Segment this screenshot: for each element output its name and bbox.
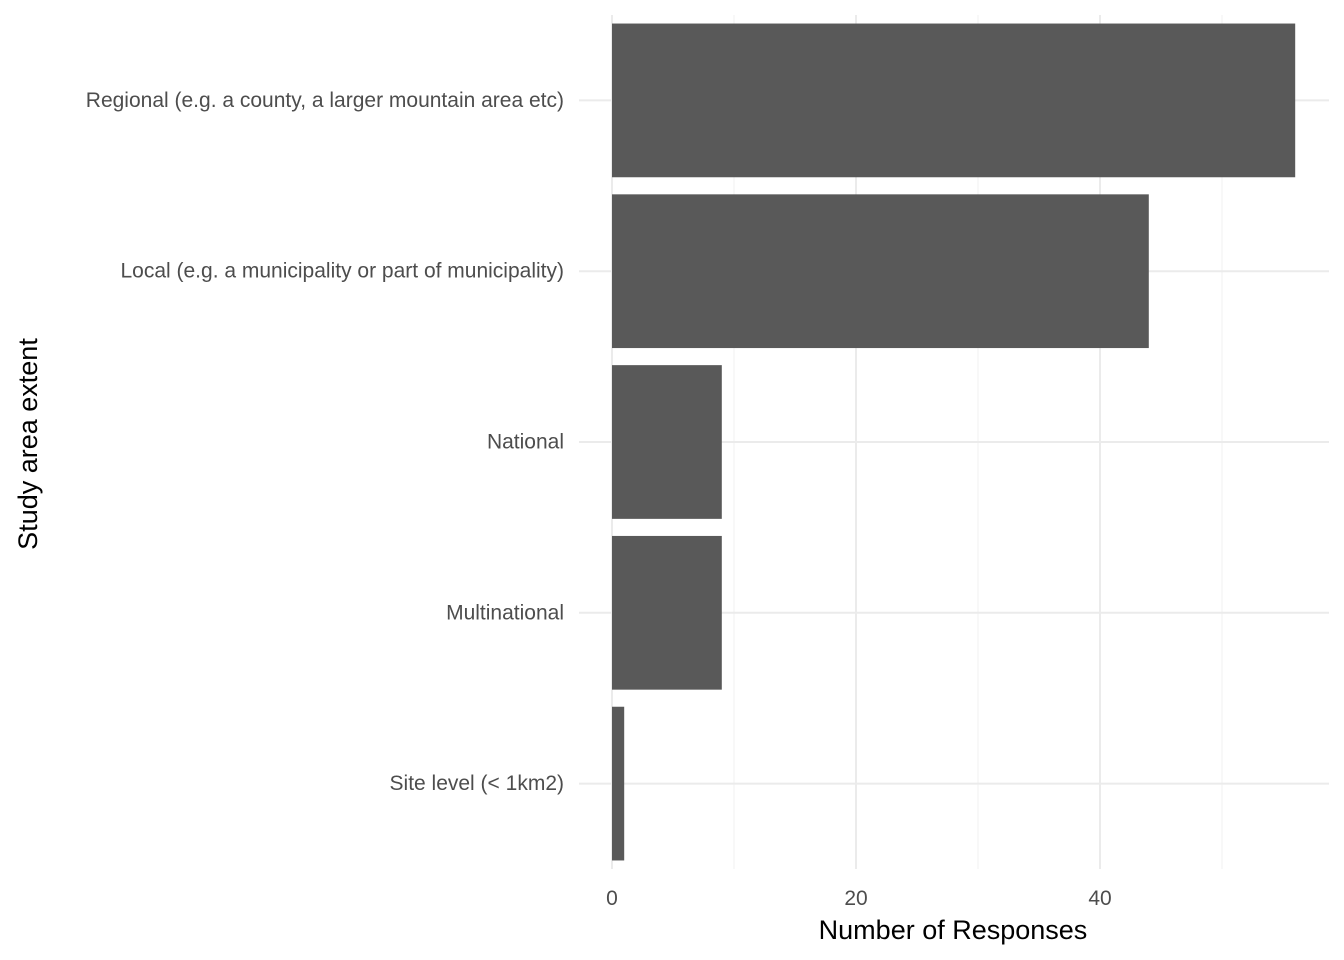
- y-tick-label: Regional (e.g. a county, a larger mounta…: [86, 89, 564, 112]
- bar: [612, 365, 722, 519]
- bar: [612, 535, 722, 690]
- bar: [612, 23, 1296, 178]
- y-tick-label: Site level (< 1km2): [390, 772, 564, 795]
- bars-layer: [612, 23, 1296, 861]
- y-axis-title: Study area extent: [13, 338, 43, 550]
- x-tick-label: 20: [844, 887, 867, 910]
- y-tick-label: Local (e.g. a municipality or part of mu…: [120, 260, 564, 283]
- x-tick-label: 0: [606, 887, 618, 910]
- bar: [612, 194, 1149, 349]
- y-tick-label: National: [487, 431, 564, 454]
- x-tick-labels: 0 20 40: [606, 887, 1112, 910]
- x-tick-label: 40: [1088, 887, 1111, 910]
- y-tick-label: Multinational: [446, 601, 564, 624]
- bar: [612, 706, 625, 861]
- y-tick-labels: Regional (e.g. a county, a larger mounta…: [86, 89, 564, 795]
- x-axis-title: Number of Responses: [819, 915, 1088, 945]
